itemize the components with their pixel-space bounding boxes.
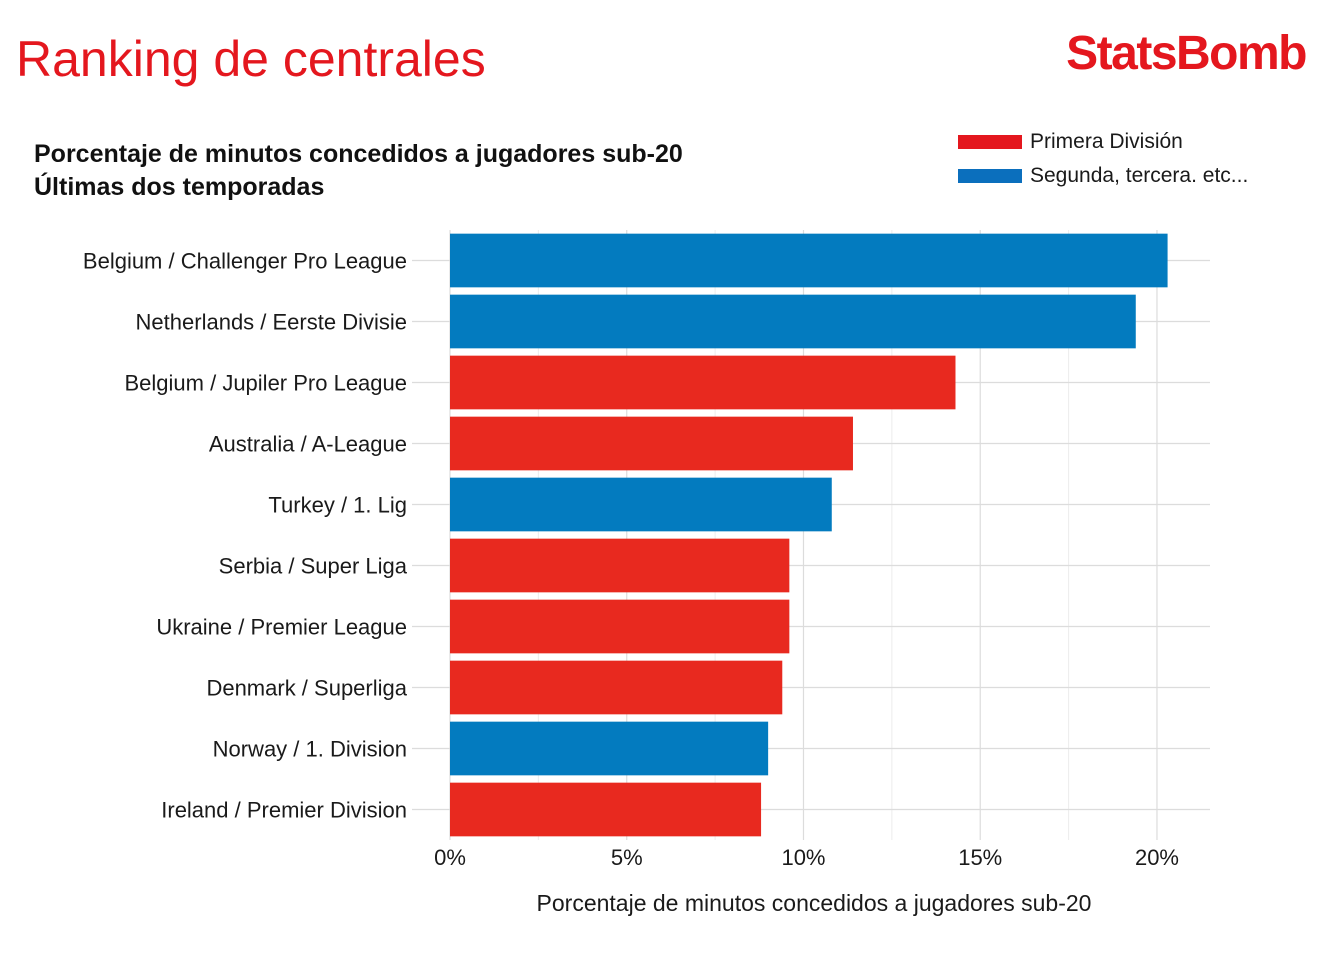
bar — [450, 599, 790, 654]
bar — [450, 660, 783, 715]
category-label: Netherlands / Eerste Divisie — [136, 310, 407, 335]
bar — [450, 416, 853, 471]
category-label: Serbia / Super Liga — [219, 554, 408, 579]
bar — [450, 538, 790, 593]
category-label: Belgium / Challenger Pro League — [83, 249, 407, 274]
x-tick-label: 15% — [958, 845, 1002, 870]
subtitle-line-2: Últimas dos temporadas — [34, 173, 325, 201]
category-label: Turkey / 1. Lig — [268, 493, 407, 518]
chart-legend: Primera División Segunda, tercera. etc..… — [958, 125, 1248, 193]
x-tick-label: 10% — [781, 845, 825, 870]
category-label: Norway / 1. Division — [213, 737, 407, 762]
x-tick-labels: 0% 5% 10% 15% 20% — [434, 845, 1179, 870]
statsbomb-logo: StatsBomb — [1066, 27, 1307, 80]
legend-label-segunda: Segunda, tercera. etc... — [1030, 164, 1249, 187]
x-tick-label: 20% — [1135, 845, 1179, 870]
legend-label-primera: Primera División — [1030, 130, 1183, 153]
legend-item-segunda: Segunda, tercera. etc... — [958, 159, 1248, 193]
category-label: Australia / A-League — [209, 432, 407, 457]
chart-subtitle: Porcentaje de minutos concedidos a jugad… — [34, 138, 683, 204]
category-label: Belgium / Jupiler Pro League — [125, 371, 408, 396]
subtitle-line-1: Porcentaje de minutos concedidos a jugad… — [34, 140, 683, 168]
legend-item-primera: Primera División — [958, 125, 1248, 159]
bar — [450, 782, 762, 837]
legend-swatch-primera — [958, 135, 1022, 149]
bars — [450, 233, 1168, 837]
category-labels: Belgium / Challenger Pro League Netherlan… — [83, 249, 408, 823]
bar — [450, 477, 832, 532]
bar — [450, 233, 1168, 288]
x-tick-label: 0% — [434, 845, 466, 870]
legend-swatch-segunda — [958, 169, 1022, 183]
category-label: Ukraine / Premier League — [156, 615, 407, 640]
page-title: Ranking de centrales — [16, 31, 486, 87]
bar — [450, 294, 1136, 349]
category-label: Ireland / Premier Division — [161, 798, 407, 823]
x-tick-label: 5% — [611, 845, 643, 870]
bar — [450, 355, 956, 410]
bar — [450, 721, 769, 776]
category-label: Denmark / Superliga — [206, 676, 407, 701]
x-axis-label: Porcentaje de minutos concedidos a jugad… — [537, 890, 1092, 916]
